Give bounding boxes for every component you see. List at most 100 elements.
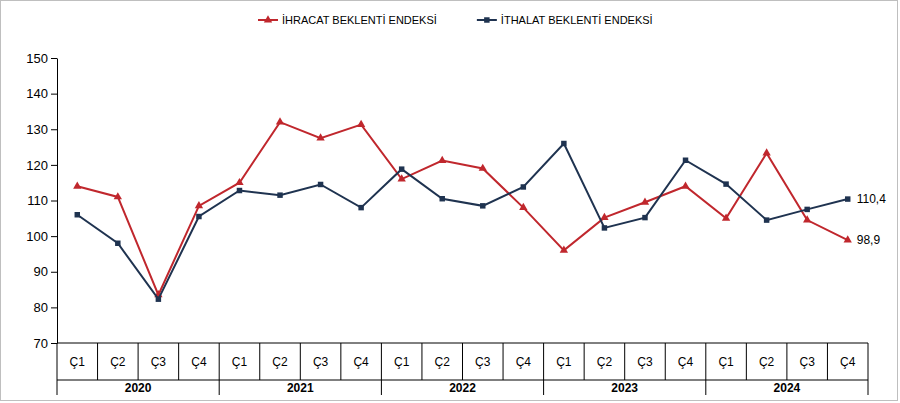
x-tick-label: Ç2 [110, 355, 126, 369]
series-marker [600, 213, 608, 220]
x-tick-label: Ç1 [70, 355, 86, 369]
x-tick: Ç1 [232, 343, 248, 369]
series-marker [479, 164, 487, 171]
x-separator [219, 343, 220, 395]
y-tick-label: 80 [34, 300, 48, 315]
y-tick-mark [51, 307, 57, 308]
x-separator [624, 343, 625, 380]
y-tick-label: 90 [34, 264, 48, 279]
legend: İHRACAT BEKLENTİ ENDEKSİİTHALAT BEKLENTİ… [258, 14, 653, 26]
x-tick: Ç2 [272, 343, 288, 369]
x-separator [381, 343, 382, 395]
x-tick: Ç3 [313, 343, 329, 369]
series-marker [438, 156, 446, 163]
series-marker [316, 133, 324, 140]
series-marker [519, 203, 527, 210]
series-marker [521, 184, 526, 189]
y-tick-mark [51, 201, 57, 202]
x-tick: Ç1 [556, 343, 572, 369]
y-tick-label: 140 [26, 86, 48, 101]
y-tick-mark [51, 58, 57, 59]
series-marker [398, 174, 406, 181]
y-tick-mark [51, 236, 57, 237]
x-tick: Ç4 [353, 343, 369, 369]
series-marker [156, 296, 161, 301]
x-separator [300, 343, 301, 380]
y-tick: 110 [27, 193, 57, 208]
chart-frame [1, 1, 898, 401]
x-tick-label: Ç1 [394, 355, 410, 369]
x-separator [746, 343, 747, 380]
y-tick: 130 [26, 122, 57, 137]
plot-area [73, 117, 852, 302]
x-tick-label: Ç4 [353, 355, 369, 369]
x-tick: Ç4 [678, 343, 694, 369]
y-tick: 90 [34, 264, 57, 279]
x-tick-label: Ç2 [597, 355, 613, 369]
series-line [77, 144, 847, 300]
x-tick-label: Ç3 [313, 355, 329, 369]
x-separator [421, 343, 422, 380]
y-tick-mark [51, 94, 57, 95]
y-tick-mark [51, 343, 57, 344]
x-tick-label: Ç1 [718, 355, 734, 369]
x-tick-label: Ç4 [191, 355, 207, 369]
y-tick: 70 [34, 336, 57, 351]
x-tick-label: Ç3 [800, 355, 816, 369]
x-tick-label: Ç3 [475, 355, 491, 369]
x-separator [57, 343, 58, 395]
x-tick-label: Ç2 [435, 355, 451, 369]
x-tick-label: Ç4 [516, 355, 532, 369]
x-separator [786, 343, 787, 380]
legend-marker [484, 17, 489, 22]
y-tick-label: 110 [27, 193, 48, 208]
series-marker [276, 117, 284, 124]
x-tick-label: Ç4 [840, 355, 856, 369]
series-marker [762, 148, 770, 155]
x-separator [827, 343, 828, 380]
series-marker [237, 188, 242, 193]
x-separator [97, 343, 98, 380]
x-separator [462, 343, 463, 380]
year-label: 2023 [611, 381, 638, 395]
y-tick-label: 130 [26, 122, 48, 137]
x-tick-label: Ç3 [637, 355, 653, 369]
x-separator [178, 343, 179, 380]
value-label: 110,4 [857, 192, 886, 206]
legend-label: İTHALAT BEKLENTİ ENDEKSİ [501, 14, 653, 26]
x-tick: Ç1 [394, 343, 410, 369]
y-tick-mark [51, 165, 57, 166]
series-marker [235, 178, 243, 185]
series-marker [277, 192, 282, 197]
series-marker [845, 196, 850, 201]
x-table: 20202021202220232024 [57, 343, 868, 395]
x-separator [543, 343, 544, 395]
x-tick-label: Ç2 [272, 355, 288, 369]
y-tick: 100 [26, 229, 57, 244]
series-marker [602, 225, 607, 230]
x-tick: Ç3 [475, 343, 491, 369]
year-label: 2024 [774, 381, 801, 395]
y-tick: 120 [26, 158, 57, 173]
series-marker [561, 141, 566, 146]
legend-item: İTHALAT BEKLENTİ ENDEKSİ [477, 14, 653, 26]
x-separator [868, 343, 869, 395]
y-tick-label: 150 [26, 51, 48, 66]
x-separator [705, 343, 706, 395]
series-marker [115, 241, 120, 246]
series-marker [75, 212, 80, 217]
series-marker [318, 182, 323, 187]
value-labels: 98,9110,4 [857, 192, 886, 247]
x-tick: Ç3 [800, 343, 816, 369]
series-marker [723, 181, 728, 186]
series-marker [844, 235, 852, 242]
legend-marker [264, 15, 272, 22]
x-tick: Ç2 [435, 343, 451, 369]
series-marker [683, 158, 688, 163]
y-tick: 80 [34, 300, 57, 315]
series-marker [681, 181, 689, 188]
x-tick-label: Ç2 [759, 355, 775, 369]
y-tick: 140 [26, 86, 57, 101]
series-marker [804, 207, 809, 212]
series-line [77, 122, 847, 295]
